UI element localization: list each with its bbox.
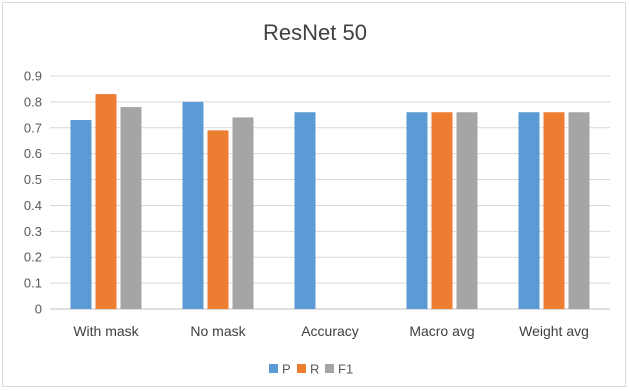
legend-swatch-f1 [325,364,334,373]
bar-p-no-mask [182,101,204,309]
x-category-label: No mask [190,323,246,339]
bar-p-accuracy [294,112,316,309]
y-tick-label: 0.6 [24,146,42,161]
legend-swatch-p [269,364,278,373]
y-tick-label: 0.9 [24,69,42,84]
legend-label-r: R [310,362,319,377]
x-category-label: Macro avg [409,323,474,339]
bar-p-with-mask [70,120,92,309]
legend-label-f1: F1 [338,362,353,377]
y-tick-label: 0 [35,302,42,317]
bar-r-with-mask [95,94,117,309]
bar-f1-macro-avg [456,112,478,309]
y-tick-label: 0.8 [24,94,42,109]
legend-label-p: P [282,362,291,377]
bar-p-weight-avg [518,112,540,309]
bar-p-macro-avg [406,112,428,309]
chart-title: ResNet 50 [263,20,367,45]
x-category-label: Accuracy [301,323,359,339]
bar-r-weight-avg [543,112,565,309]
y-tick-label: 0.4 [24,198,42,213]
bar-f1-no-mask [232,117,254,309]
y-tick-label: 0.1 [24,276,42,291]
y-tick-label: 0.2 [24,250,42,265]
bar-r-macro-avg [431,112,453,309]
x-category-label: Weight avg [519,323,589,339]
y-tick-label: 0.7 [24,120,42,135]
x-category-label: With mask [73,323,139,339]
legend-swatch-r [297,364,306,373]
bar-f1-with-mask [120,107,142,309]
bar-r-no-mask [207,130,229,309]
y-tick-label: 0.5 [24,172,42,187]
bar-f1-weight-avg [568,112,590,309]
y-tick-label: 0.3 [24,224,42,239]
